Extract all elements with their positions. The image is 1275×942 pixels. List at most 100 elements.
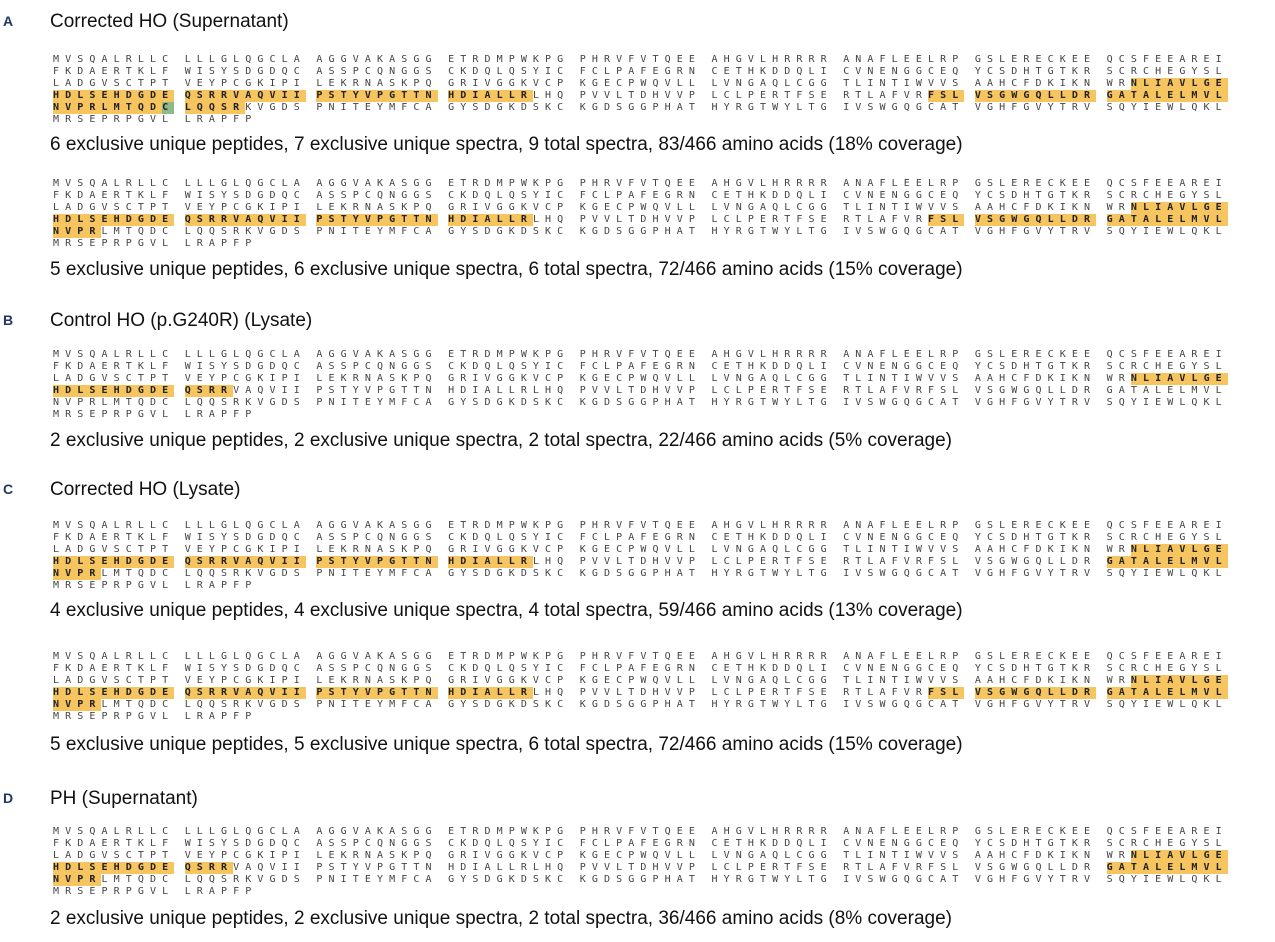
sequence-group: FKDAERTKLF <box>53 838 175 849</box>
sequence-group: VSGWGQLLDR <box>974 90 1097 102</box>
coverage-summary: 2 exclusive unique peptides, 2 exclusive… <box>50 430 952 451</box>
sequence-group: HDLSEHDGDE <box>53 385 175 397</box>
sequence-group: LVNGAQLCGG <box>711 78 833 89</box>
sequence-group: QCSFEEAREI <box>1106 349 1228 360</box>
sequence-group: GATALELMVL <box>1106 90 1228 102</box>
sequence-group: LADGVSCTPT <box>53 675 175 686</box>
sequence-group: SCRCHEGYSL <box>1106 66 1228 77</box>
sequence-group: LQQSRKVGDS <box>184 226 306 237</box>
sequence-group: MVSQALRLLC <box>53 826 175 837</box>
sequence-group: WRNLIAVLGE <box>1107 202 1228 214</box>
sequence-group: AAHCFDKIKN <box>974 675 1097 686</box>
sequence-group: PNITEYMFCA <box>316 226 438 237</box>
sequence-group: PVVLTDHVVP <box>579 687 702 698</box>
sequence-group: LRAPFP <box>184 711 258 722</box>
coverage-summary: 4 exclusive unique peptides, 4 exclusive… <box>50 600 963 621</box>
sequence-group: IVSWGQGCAT <box>843 874 965 885</box>
sequence-group: TLINTIWVVS <box>843 850 965 861</box>
sequence-group: LQQSRKVGDS <box>184 699 306 710</box>
sequence-group: LLLGLQGCLA <box>184 178 306 189</box>
residues: WR <box>1106 373 1131 384</box>
covered-residues: QSRR <box>184 862 234 874</box>
sequence-group: FCLPAFEGRN <box>579 532 702 543</box>
sequence-group: LCLPERTFSE <box>711 556 833 567</box>
sequence-group: QSRRVAQVII <box>184 385 306 397</box>
sequence-group: PSTYVPGTTN <box>316 385 438 396</box>
sequence-group: NVPRLMTQDC <box>53 102 175 114</box>
sequence-group: PHRVFVTQEE <box>579 826 702 837</box>
sequence-group: ANAFLEELRP <box>843 349 965 360</box>
sequence-group: AGGVAKASGG <box>316 651 438 662</box>
covered-residues: FSL <box>928 687 965 699</box>
sequence-group: LADGVSCTPT <box>53 78 175 89</box>
sequence-group: VSGWGQLLDR <box>974 862 1097 873</box>
sequence-group: VGHFGVYTRV <box>974 397 1097 408</box>
sequence-group: SCRCHEGYSL <box>1106 838 1228 849</box>
sequence-group: GYSDGKDSKC <box>448 699 570 710</box>
sequence-group: VGHFGVYTRV <box>974 874 1097 885</box>
panel-title: Control HO (p.G240R) (Lysate) <box>50 310 313 331</box>
sequence-group: VGHFGVYTRV <box>974 102 1097 113</box>
sequence-group: AGGVAKASGG <box>316 826 438 837</box>
sequence-group: ETRDMPWKPG <box>448 54 570 65</box>
covered-residues: PSTYVPGTTN <box>316 90 438 102</box>
sequence-group: WRNLIAVLGE <box>1107 675 1228 687</box>
covered-residues: NLIAVLGE <box>1130 544 1228 556</box>
sequence-group: HDIALLRLHQ <box>448 556 569 568</box>
residues: LHQ <box>532 556 570 567</box>
sequence-group: LCLPERTFSE <box>711 385 833 396</box>
sequence-group: TLINTIWVVS <box>843 373 965 384</box>
sequence-group: TLINTIWVVS <box>843 675 965 686</box>
sequence-group: TLINTIWVVS <box>843 544 965 555</box>
sequence-group: MVSQALRLLC <box>53 651 175 662</box>
covered-residues: NLIAVLGE <box>1130 373 1228 385</box>
sequence-group: PHRVFVTQEE <box>579 520 702 531</box>
sequence-group: SQYIEWLQKL <box>1106 699 1228 710</box>
sequence-group: TLINTIWVVS <box>843 78 965 89</box>
sequence-group: GATALELMVL <box>1106 214 1228 226</box>
sequence-group: RTLAFVRFSL <box>843 385 965 396</box>
sequence-group: QSRRVAQVII <box>184 214 306 226</box>
covered-residues: HDLSEHDGDE <box>53 90 175 102</box>
covered-residues: NVPR <box>53 874 102 886</box>
sequence-group: SQYIEWLQKL <box>1106 874 1228 885</box>
sequence-group: SCRCHEGYSL <box>1106 361 1228 372</box>
sequence-group: MVSQALRLLC <box>53 178 175 189</box>
covered-residues: HDIALLR <box>448 214 533 226</box>
sequence-group: TLINTIWVVS <box>843 202 965 213</box>
sequence-group: PSTYVPGTTN <box>316 687 438 699</box>
covered-residues: GATALELMVL <box>1106 214 1228 226</box>
sequence-group: HDLSEHDGDE <box>53 862 175 874</box>
sequence-group: CETHKDDQLI <box>711 66 833 77</box>
covered-residues: NLIAVLGE <box>1130 78 1228 90</box>
coverage-summary: 5 exclusive unique peptides, 6 exclusive… <box>50 259 963 280</box>
residues: WR <box>1106 202 1131 213</box>
covered-residues: NVPR <box>53 699 102 711</box>
sequence-group: SQYIEWLQKL <box>1106 397 1228 408</box>
covered-residues: VSGWGQLLDR <box>974 90 1097 102</box>
sequence-group: FCLPAFEGRN <box>579 66 702 77</box>
residues: LMTQDC <box>101 226 175 237</box>
sequence-group: MRSEPRPGVL <box>53 409 175 420</box>
sequence-group: ETRDMPWKPG <box>448 349 570 360</box>
sequence-group: ASSPCQNGGS <box>316 663 438 674</box>
sequence-group: CVNENGGCEQ <box>843 190 965 201</box>
residues: LHQ <box>532 214 570 225</box>
sequence-group: QSRRVAQVII <box>184 687 306 699</box>
sequence-group: HYRGTWYLTG <box>711 699 833 710</box>
sequence-group: FCLPAFEGRN <box>579 190 702 201</box>
sequence-group: WISYSDGDQC <box>184 663 306 674</box>
sequence-group: PNITEYMFCA <box>316 699 438 710</box>
covered-residues: NLIAVLGE <box>1130 850 1228 862</box>
sequence-group: LCLPERTFSE <box>711 90 833 101</box>
covered-residues: PSTYVPGTTN <box>316 687 438 699</box>
sequence-group: KGECPWQVLL <box>579 544 702 555</box>
panel-letter: C <box>3 481 14 497</box>
sequence-group: QSRRVAQVII <box>184 556 306 568</box>
sequence-group: GRIVGGKVCP <box>448 850 570 861</box>
sequence-group: VGHFGVYTRV <box>974 699 1097 710</box>
sequence-group: FCLPAFEGRN <box>579 361 702 372</box>
sequence-group: NVPRLMTQDC <box>53 226 174 238</box>
sequence-group: HDIALLRLHQ <box>448 214 569 226</box>
covered-residues: FSL <box>928 90 965 102</box>
